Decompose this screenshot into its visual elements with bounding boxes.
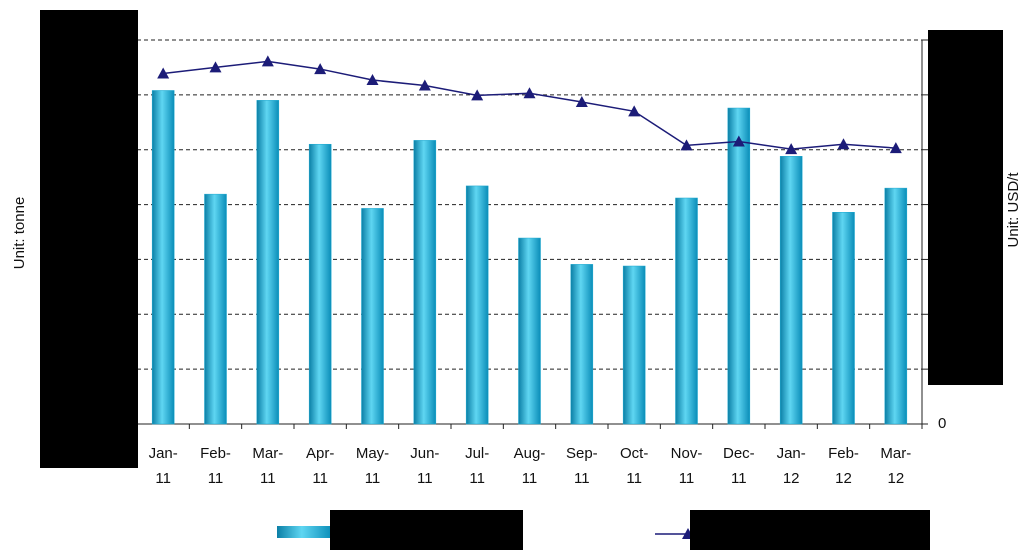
x-tick-label: Nov-11 — [671, 445, 703, 487]
x-tick-label: Dec-11 — [723, 445, 755, 487]
x-tick-label: Oct-11 — [620, 445, 648, 487]
x-tick-label: Jan-12 — [777, 445, 806, 487]
bar — [204, 193, 227, 425]
line-marker — [837, 138, 850, 150]
bar — [884, 187, 908, 425]
line-marker — [889, 142, 902, 154]
x-tick-label: Mar-11 — [252, 445, 283, 487]
line-marker — [209, 61, 222, 73]
bar — [413, 140, 437, 425]
x-tick-label: Mar-12 — [880, 445, 911, 487]
line-marker — [157, 67, 170, 79]
line-marker — [732, 135, 745, 147]
line-marker — [680, 139, 693, 151]
bar — [832, 212, 855, 425]
x-tick-label: Feb-12 — [828, 445, 859, 487]
line-marker — [418, 79, 431, 91]
bar — [779, 156, 803, 425]
redaction — [690, 510, 930, 550]
line-marker — [575, 95, 588, 107]
bar — [570, 264, 594, 425]
bar — [465, 185, 489, 425]
legend-bar-swatch — [277, 526, 332, 538]
line-marker — [314, 63, 327, 75]
x-tick-label: Apr-11 — [306, 445, 334, 487]
bar — [727, 107, 751, 425]
y2-tick-label: 0 — [938, 415, 946, 432]
redaction — [928, 30, 1003, 385]
bar — [622, 265, 646, 425]
x-tick-label: Sep-11 — [566, 445, 598, 487]
line-marker — [366, 74, 379, 86]
line-marker — [261, 55, 274, 67]
x-tick-label: Jul-11 — [465, 445, 489, 487]
x-tick-label: May-11 — [356, 445, 389, 487]
bar — [518, 237, 541, 425]
x-tick-label: Jan-11 — [149, 445, 178, 487]
y2-axis-label: Unit: USD/t — [1005, 172, 1022, 248]
x-tick-label: Aug-11 — [514, 445, 546, 487]
redaction — [40, 10, 138, 468]
bar — [151, 90, 175, 425]
y-axis-label: Unit: tonne — [11, 197, 28, 270]
bar — [361, 208, 384, 425]
line-marker — [628, 105, 641, 117]
line-marker — [471, 89, 484, 101]
bar — [256, 100, 280, 425]
x-tick-label: Feb-11 — [200, 445, 231, 487]
line-marker — [785, 143, 798, 155]
x-tick-label: Jun-11 — [410, 445, 439, 487]
bar — [675, 197, 698, 425]
bar — [308, 143, 332, 425]
redaction — [330, 510, 523, 550]
line-marker — [523, 87, 536, 99]
